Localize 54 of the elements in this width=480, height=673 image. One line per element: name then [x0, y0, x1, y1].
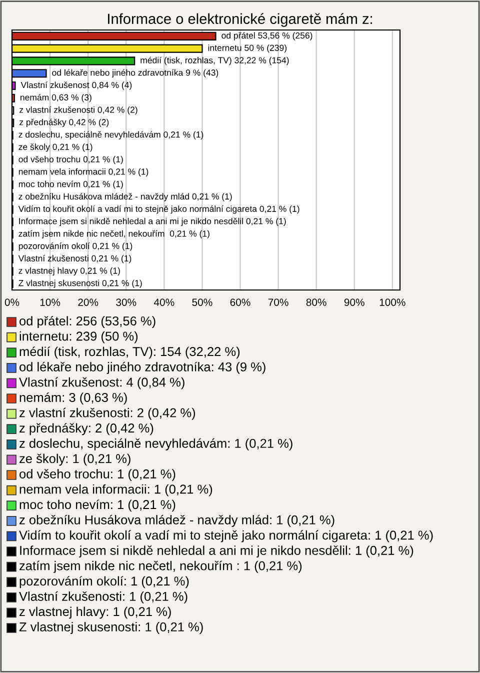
text: internetu: 239 (50 %) [20, 331, 138, 344]
x-tick-label: 80% [306, 298, 326, 306]
chart-title: Informace o elektronické cigaretě mám z: [108, 13, 372, 27]
data-label: ze školy 0,21 % (1) [18, 144, 92, 152]
text: Vlastní zkušenosti: 1 (0,21 %) [19, 591, 188, 604]
text: od lékaře nebo jiného zdravotníka: 43 (9 %) [20, 362, 266, 374]
data-label: Vlastní zkušenost 0,84 % (4) [20, 82, 132, 90]
text: z obežníku Husákova mládež - navždy mlád: 1 (0,21 %) [20, 514, 334, 527]
text: ze školy: 1 (0,21 %) [20, 454, 130, 466]
text: Z vlastnej skusenosti: 1 (0,21 %) [19, 622, 203, 634]
x-tick-label: 30% [116, 298, 136, 306]
x-tick-label: 50% [192, 298, 212, 306]
data-label: nemam vela informacii 0,21 % (1) [18, 168, 148, 176]
data-label: z přednášky 0,42 % (2) [20, 118, 109, 127]
text: z přednášky: 2 (0,42 %) [20, 423, 154, 436]
x-tick-label: 40% [154, 298, 174, 306]
text: médií (tisk, rozhlas, TV): 154 (32,22 %) [20, 346, 240, 359]
x-tick-label: 20% [78, 298, 98, 306]
text: zatím jsem nikde nic nečetl, nekouřím : 1 (0,21 %) [20, 560, 302, 573]
text: Vidím to kouřit okolí a vadí mi to stejně jako normální cigareta: 1 (0,21 %) [19, 530, 433, 542]
x-tick-label: 0% [4, 298, 20, 306]
text: Informace jsem si nikdě nehledal a ani mi je nikdo nesdělil: 1 (0,21 %) [20, 546, 414, 558]
x-tick-label: 100% [380, 298, 406, 306]
data-label: nemám 0,63 % (3) [20, 94, 92, 102]
text: z doslechu, speciálně nevyhledávám: 1 (0,21 %) [20, 438, 292, 450]
data-label: z vlastnej hlavy 0,21 % (1) [18, 267, 120, 276]
text: pozorováním okolí: 1 (0,21 %) [20, 576, 189, 588]
data-label: z obežníku Husákova mládež - navždy mlád 0,21 % (1) [18, 193, 232, 202]
x-tick-label: 60% [230, 298, 250, 306]
data-label: médií (tisk, rozhlas, TV) 32,22 % (154) [140, 56, 289, 66]
text: moc toho nevím: 1 (0,21 %) [20, 500, 176, 512]
data-label: od přátel 53,56 % (256) [222, 32, 312, 40]
data-label: od lékaře nebo jiného zdravotníka 9 % (43) [52, 69, 218, 78]
x-tick-label: 90% [344, 298, 364, 306]
x-tick-label: 10% [40, 298, 60, 306]
data-label: internetu 50 % (239) [208, 44, 286, 53]
text: z vlastní zkušenosti: 2 (0,42 %) [20, 408, 196, 420]
text: od přátel: 256 (53,56 %) [20, 316, 156, 328]
data-label: zatím jsem nikde nic nečetl, nekouřím 0,21 % (1) [18, 230, 210, 238]
data-label: Z vlastnej skusenosti 0,21 % (1) [18, 280, 142, 288]
data-label: Vlastní zkušenosti 0,21 % (1) [18, 254, 132, 264]
data-label: Informace jsem si nikdě nehledal a ani mi je nikdo nesdělil 0,21 % (1) [19, 218, 286, 226]
data-label: z vlastní zkušenosti 0,42 % (2) [20, 106, 138, 115]
text: od všeho trochu: 1 (0,21 %) [20, 469, 176, 481]
data-label: od všeho trochu 0,21 % (1) [18, 156, 123, 164]
text: Vlastní zkušenost: 4 (0,84 %) [19, 377, 184, 390]
data-label: Vidím to kouřit okolí a vadí mi to stejně jako normální cigareta 0,21 % (1) [18, 205, 300, 214]
data-label: moc toho nevím 0,21 % (1) [18, 180, 123, 189]
text: nemám: 3 (0,63 %) [20, 392, 127, 405]
data-label: z doslechu, speciálně nevyhledávám 0,21 % (1) [18, 131, 204, 140]
text: z vlastnej hlavy: 1 (0,21 %) [20, 606, 171, 619]
x-tick-label: 70% [268, 298, 288, 306]
text: nemam vela informacii: 1 (0,21 %) [20, 484, 212, 496]
data-label: pozorováním okolí 0,21 % (1) [18, 242, 132, 251]
